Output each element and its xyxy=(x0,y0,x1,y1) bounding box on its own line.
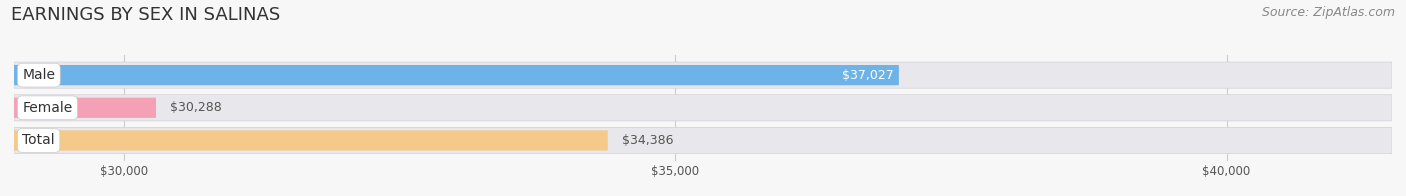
Text: Male: Male xyxy=(22,68,55,82)
FancyBboxPatch shape xyxy=(14,98,156,118)
Text: $30,288: $30,288 xyxy=(170,101,222,114)
FancyBboxPatch shape xyxy=(14,95,1392,121)
Text: Female: Female xyxy=(22,101,73,115)
Text: $37,027: $37,027 xyxy=(842,69,893,82)
Text: Source: ZipAtlas.com: Source: ZipAtlas.com xyxy=(1261,6,1395,19)
FancyBboxPatch shape xyxy=(14,65,898,85)
Text: EARNINGS BY SEX IN SALINAS: EARNINGS BY SEX IN SALINAS xyxy=(11,6,281,24)
FancyBboxPatch shape xyxy=(14,127,1392,153)
FancyBboxPatch shape xyxy=(14,130,607,151)
Text: $34,386: $34,386 xyxy=(621,134,673,147)
Text: Total: Total xyxy=(22,133,55,147)
FancyBboxPatch shape xyxy=(14,62,1392,88)
